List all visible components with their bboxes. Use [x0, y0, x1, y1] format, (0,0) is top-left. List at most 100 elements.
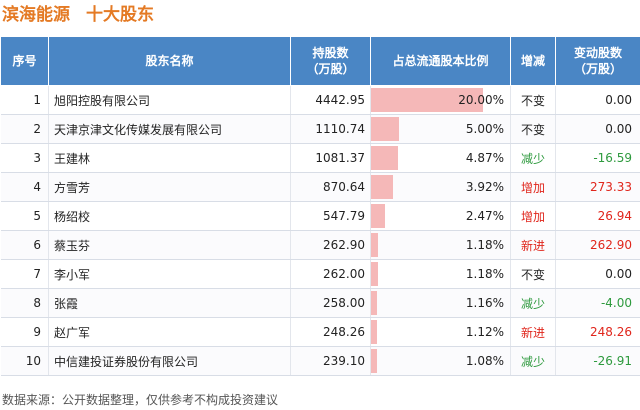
cell-change-amount: -26.91: [555, 346, 640, 376]
cell-shareholder-name: 旭阳控股有限公司: [48, 85, 291, 115]
cell-change-status: 增加: [510, 201, 556, 231]
ratio-bar: [371, 291, 378, 315]
cell-change-amount: -4.00: [555, 288, 640, 318]
table-row[interactable]: 2 天津京津文化传媒发展有限公司 1110.74 5.00% 不变 0.00: [0, 114, 640, 144]
cell-shareholder-name: 方雪芳: [48, 172, 291, 202]
cell-shareholder-name: 李小军: [48, 259, 291, 289]
cell-change-status: 不变: [510, 259, 556, 289]
page-title: 滨海能源 十大股东: [2, 2, 154, 28]
cell-shares: 248.26: [290, 317, 371, 347]
cell-rank: 1: [0, 85, 49, 115]
ratio-bar: [371, 320, 378, 344]
header-ratio[interactable]: 占总流通股本比例: [370, 36, 511, 86]
table-row[interactable]: 1 旭阳控股有限公司 4442.95 20.00% 不变 0.00: [0, 85, 640, 115]
ratio-value: 1.16%: [465, 296, 504, 310]
cell-shareholder-name: 王建林: [48, 143, 291, 173]
cell-rank: 8: [0, 288, 49, 318]
cell-shareholder-name: 蔡玉芬: [48, 230, 291, 260]
table-row[interactable]: 6 蔡玉芬 262.90 1.18% 新进 262.90: [0, 230, 640, 260]
cell-change-status: 减少: [510, 288, 556, 318]
ratio-bar: [371, 88, 483, 112]
cell-shares: 262.90: [290, 230, 371, 260]
table-row[interactable]: 9 赵广军 248.26 1.12% 新进 248.26: [0, 317, 640, 347]
cell-rank: 2: [0, 114, 49, 144]
cell-rank: 4: [0, 172, 49, 202]
data-source-note: 数据来源：公开数据整理，仅供参考不构成投资建议: [2, 393, 279, 407]
cell-ratio: 1.18%: [370, 259, 511, 289]
ratio-value: 1.08%: [465, 354, 504, 368]
header-amount-line2: （万股）: [573, 62, 622, 76]
cell-change-amount: 0.00: [555, 114, 640, 144]
cell-shares: 1110.74: [290, 114, 371, 144]
cell-rank: 9: [0, 317, 49, 347]
cell-ratio: 1.18%: [370, 230, 511, 260]
header-shares[interactable]: 持股数 （万股）: [290, 36, 371, 86]
cell-change-status: 不变: [510, 85, 556, 115]
table-row[interactable]: 8 张霞 258.00 1.16% 减少 -4.00: [0, 288, 640, 318]
ratio-value: 20.00%: [458, 93, 504, 107]
cell-change-status: 新进: [510, 317, 556, 347]
header-name[interactable]: 股东名称: [48, 36, 291, 86]
ratio-bar: [371, 117, 399, 141]
cell-shares: 870.64: [290, 172, 371, 202]
cell-ratio: 5.00%: [370, 114, 511, 144]
cell-change-status: 减少: [510, 143, 556, 173]
table-row[interactable]: 5 杨绍校 547.79 2.47% 增加 26.94: [0, 201, 640, 231]
ratio-bar: [371, 233, 378, 257]
header-rank[interactable]: 序号: [0, 36, 49, 86]
ratio-bar: [371, 349, 378, 373]
table-row[interactable]: 10 中信建投证券股份有限公司 239.10 1.08% 减少 -26.91: [0, 346, 640, 376]
cell-change-status: 增加: [510, 172, 556, 202]
ratio-bar: [371, 204, 385, 228]
company-name: 滨海能源: [2, 5, 70, 25]
cell-change-amount: 248.26: [555, 317, 640, 347]
cell-change-amount: 26.94: [555, 201, 640, 231]
table-row[interactable]: 3 王建林 1081.37 4.87% 减少 -16.59: [0, 143, 640, 173]
table-header-row: 序号 股东名称 持股数 （万股） 占总流通股本比例 增减 变动股数 （万股）: [0, 36, 640, 86]
cell-rank: 6: [0, 230, 49, 260]
cell-rank: 3: [0, 143, 49, 173]
cell-change-amount: 273.33: [555, 172, 640, 202]
cell-rank: 10: [0, 346, 49, 376]
cell-change-amount: -16.59: [555, 143, 640, 173]
cell-change-amount: 262.90: [555, 230, 640, 260]
ratio-value: 4.87%: [465, 151, 504, 165]
cell-ratio: 2.47%: [370, 201, 511, 231]
cell-ratio: 3.92%: [370, 172, 511, 202]
cell-change-status: 减少: [510, 346, 556, 376]
cell-change-amount: 0.00: [555, 259, 640, 289]
cell-shareholder-name: 杨绍校: [48, 201, 291, 231]
cell-shares: 547.79: [290, 201, 371, 231]
cell-shareholder-name: 张霞: [48, 288, 291, 318]
header-shares-line1: 持股数: [312, 46, 349, 60]
ratio-value: 1.12%: [465, 325, 504, 339]
ratio-value: 1.18%: [465, 267, 504, 281]
cell-ratio: 4.87%: [370, 143, 511, 173]
cell-shareholder-name: 中信建投证券股份有限公司: [48, 346, 291, 376]
ratio-bar: [371, 262, 378, 286]
ratio-value: 2.47%: [465, 209, 504, 223]
header-shares-line2: （万股）: [306, 62, 355, 76]
cell-shares: 1081.37: [290, 143, 371, 173]
cell-change-status: 新进: [510, 230, 556, 260]
cell-shareholder-name: 天津京津文化传媒发展有限公司: [48, 114, 291, 144]
cell-shares: 262.00: [290, 259, 371, 289]
cell-shares: 239.10: [290, 346, 371, 376]
top-shareholders-table: 序号 股东名称 持股数 （万股） 占总流通股本比例 增减 变动股数 （万股） 1 旭阳…: [0, 36, 640, 376]
table-row[interactable]: 7 李小军 262.00 1.18% 不变 0.00: [0, 259, 640, 289]
section-subtitle: 十大股东: [86, 5, 154, 25]
cell-rank: 7: [0, 259, 49, 289]
cell-rank: 5: [0, 201, 49, 231]
header-change[interactable]: 增减: [510, 36, 556, 86]
ratio-value: 1.18%: [465, 238, 504, 252]
cell-shareholder-name: 赵广军: [48, 317, 291, 347]
cell-ratio: 1.08%: [370, 346, 511, 376]
cell-ratio: 1.16%: [370, 288, 511, 318]
header-amount-line1: 变动股数: [573, 46, 622, 60]
cell-change-status: 不变: [510, 114, 556, 144]
ratio-bar: [371, 175, 393, 199]
cell-shares: 4442.95: [290, 85, 371, 115]
header-amount[interactable]: 变动股数 （万股）: [555, 36, 640, 86]
ratio-value: 3.92%: [465, 180, 504, 194]
table-row[interactable]: 4 方雪芳 870.64 3.92% 增加 273.33: [0, 172, 640, 202]
